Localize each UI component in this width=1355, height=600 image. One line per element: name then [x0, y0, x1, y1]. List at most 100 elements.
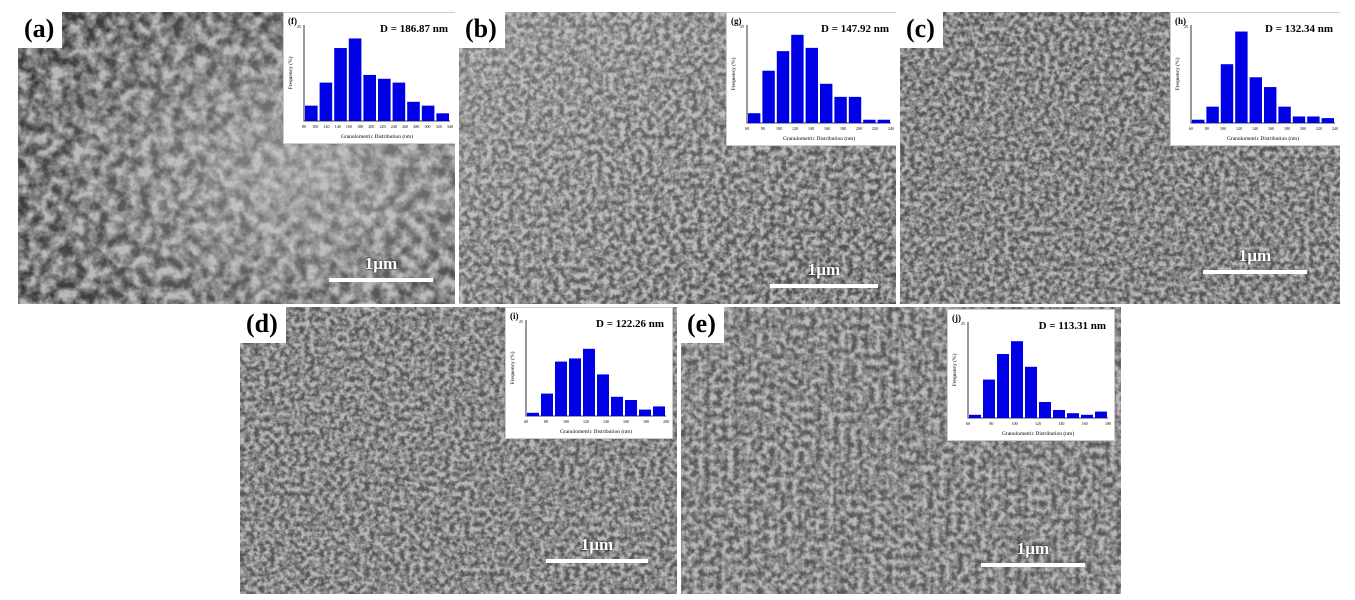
x-tick-label: 280	[413, 124, 419, 129]
histogram-bar	[969, 414, 981, 418]
y-axis-label: Frequency (%)	[287, 56, 294, 89]
histogram-bar	[541, 393, 553, 416]
histogram-bar	[597, 374, 609, 416]
histogram-bar	[569, 358, 581, 416]
x-tick-label: 80	[1205, 126, 1209, 131]
x-tick-label: 180	[840, 126, 846, 131]
histogram-bar	[625, 400, 637, 416]
histogram-bar	[877, 119, 890, 123]
histogram-bar	[762, 70, 775, 123]
x-tick-label: 260	[402, 124, 408, 129]
x-tick-label: 60	[745, 126, 749, 131]
x-tick-label: 220	[1316, 126, 1322, 131]
x-tick-label: 80	[989, 421, 993, 426]
scale-bar: 1µm	[770, 260, 878, 288]
mean-diameter-text: D = 186.87 nm	[380, 23, 448, 35]
x-tick-label: 80	[544, 419, 548, 424]
scale-bar-line	[770, 284, 878, 288]
x-tick-label: 160	[1268, 126, 1274, 131]
histogram-bar	[1025, 366, 1037, 418]
histogram-bar	[1206, 106, 1219, 123]
sem-panel-c: (c) 60 80 100 120 140 160 180 200 220 240 25 Granul…	[900, 12, 1340, 304]
x-tick-label: 120	[1035, 421, 1041, 426]
x-tick-label: 140	[808, 126, 814, 131]
inset-label: (h)	[1175, 16, 1186, 26]
histogram-bar	[421, 105, 435, 121]
histogram-bar	[997, 354, 1009, 418]
y-axis-label: Frequency (%)	[509, 351, 516, 384]
histogram-bar	[1053, 410, 1065, 418]
sem-panel-b: (b) 60 80 100 120 140 160 180 200 220 240 25 Granul…	[459, 12, 896, 304]
y-axis-label: Frequency (%)	[951, 353, 958, 386]
histogram-bar	[805, 47, 818, 123]
mean-diameter-text: D = 132.34 nm	[1265, 23, 1333, 35]
x-tick-label: 180	[1284, 126, 1290, 131]
x-axis-label: Granulometric Distribution (nm)	[1002, 430, 1074, 437]
x-tick-label: 120	[792, 126, 798, 131]
x-tick-label: 160	[346, 124, 352, 129]
histogram-bar	[1192, 119, 1205, 123]
x-tick-label: 200	[663, 419, 669, 424]
y-tick-label: 25	[519, 319, 523, 324]
scale-bar: 1µm	[329, 254, 433, 282]
histogram-inset: 60 80 100 120 140 160 180 25 Granulometric Distr…	[947, 309, 1115, 441]
mean-diameter-text: D = 113.31 nm	[1038, 320, 1106, 332]
x-tick-label: 240	[888, 126, 894, 131]
inset-label: (f)	[288, 16, 297, 26]
x-axis-label: Granulometric Distribution (nm)	[341, 133, 413, 140]
histogram-bar	[1264, 87, 1277, 123]
x-tick-label: 140	[1058, 421, 1064, 426]
histogram-bar	[1039, 402, 1051, 418]
histogram-inset: 60 80 100 120 140 160 180 200 220 240 25 Granulomet…	[726, 12, 896, 146]
x-tick-label: 160	[623, 419, 629, 424]
histogram-inset: 60 80 100 120 140 160 180 200 25 Granulometric Di…	[505, 307, 673, 439]
x-tick-label: 140	[335, 124, 341, 129]
x-tick-label: 140	[603, 419, 609, 424]
x-tick-label: 220	[872, 126, 878, 131]
histogram-chart: 60 80 100 120 140 160 180 200 220 240 25 Granulomet…	[730, 24, 894, 142]
panel-label: (a)	[18, 12, 63, 48]
histogram-bar	[334, 48, 347, 121]
scale-bar-label: 1µm	[807, 260, 841, 279]
x-tick-label: 200	[856, 126, 862, 131]
histogram-bar	[748, 113, 761, 123]
scale-bar-line	[1203, 270, 1307, 274]
scale-bar-line	[546, 559, 648, 563]
histogram-bar	[1067, 413, 1079, 418]
histogram-bar	[776, 51, 790, 124]
scale-bar-label: 1µm	[580, 535, 614, 554]
x-tick-label: 140	[1252, 126, 1258, 131]
x-tick-label: 180	[1105, 421, 1111, 426]
histogram-bar	[527, 412, 539, 416]
histogram-bar	[1011, 341, 1023, 418]
histogram-bar	[820, 83, 833, 123]
y-tick-label: 25	[297, 24, 301, 29]
histogram-bar	[791, 34, 804, 123]
x-axis-label: Granulometric Distribution (nm)	[1227, 135, 1299, 142]
histogram-bar	[392, 82, 406, 121]
histogram-chart: 60 80 100 120 140 160 180 25 Granulometric Distr…	[951, 321, 1111, 437]
y-tick-label: 25	[1184, 24, 1188, 29]
histogram-bar	[639, 409, 651, 416]
histogram-chart: 60 80 100 120 140 160 180 200 220 240 25 Granulomet…	[1174, 24, 1338, 142]
histogram-chart: 80 100 120 140 160 180 200 220 240 260 280 300 320 34…	[287, 24, 453, 140]
panel-label: (d)	[240, 307, 286, 343]
histogram-bar	[1292, 116, 1306, 123]
histogram-bar	[1321, 118, 1334, 123]
sem-panel-a: (a) 80 100 120 140 160 180 200 220 240 260 280 300 3…	[18, 12, 455, 304]
x-tick-label: 120	[323, 124, 329, 129]
histogram-bar	[1235, 31, 1248, 123]
x-tick-label: 100	[776, 126, 782, 131]
histogram-chart: 60 80 100 120 140 160 180 200 25 Granulometric Di…	[509, 319, 669, 435]
x-tick-label: 240	[1332, 126, 1338, 131]
histogram-bar	[611, 396, 623, 416]
x-tick-label: 100	[563, 419, 569, 424]
x-tick-label: 200	[1300, 126, 1306, 131]
histogram-bar	[305, 105, 318, 121]
x-tick-label: 100	[312, 124, 318, 129]
inset-label: (g)	[731, 16, 742, 26]
x-tick-label: 180	[357, 124, 363, 129]
histogram-bar	[555, 361, 567, 416]
scale-bar: 1µm	[546, 535, 648, 563]
histogram-inset: 80 100 120 140 160 180 200 220 240 260 280 300 320 34…	[283, 12, 455, 144]
